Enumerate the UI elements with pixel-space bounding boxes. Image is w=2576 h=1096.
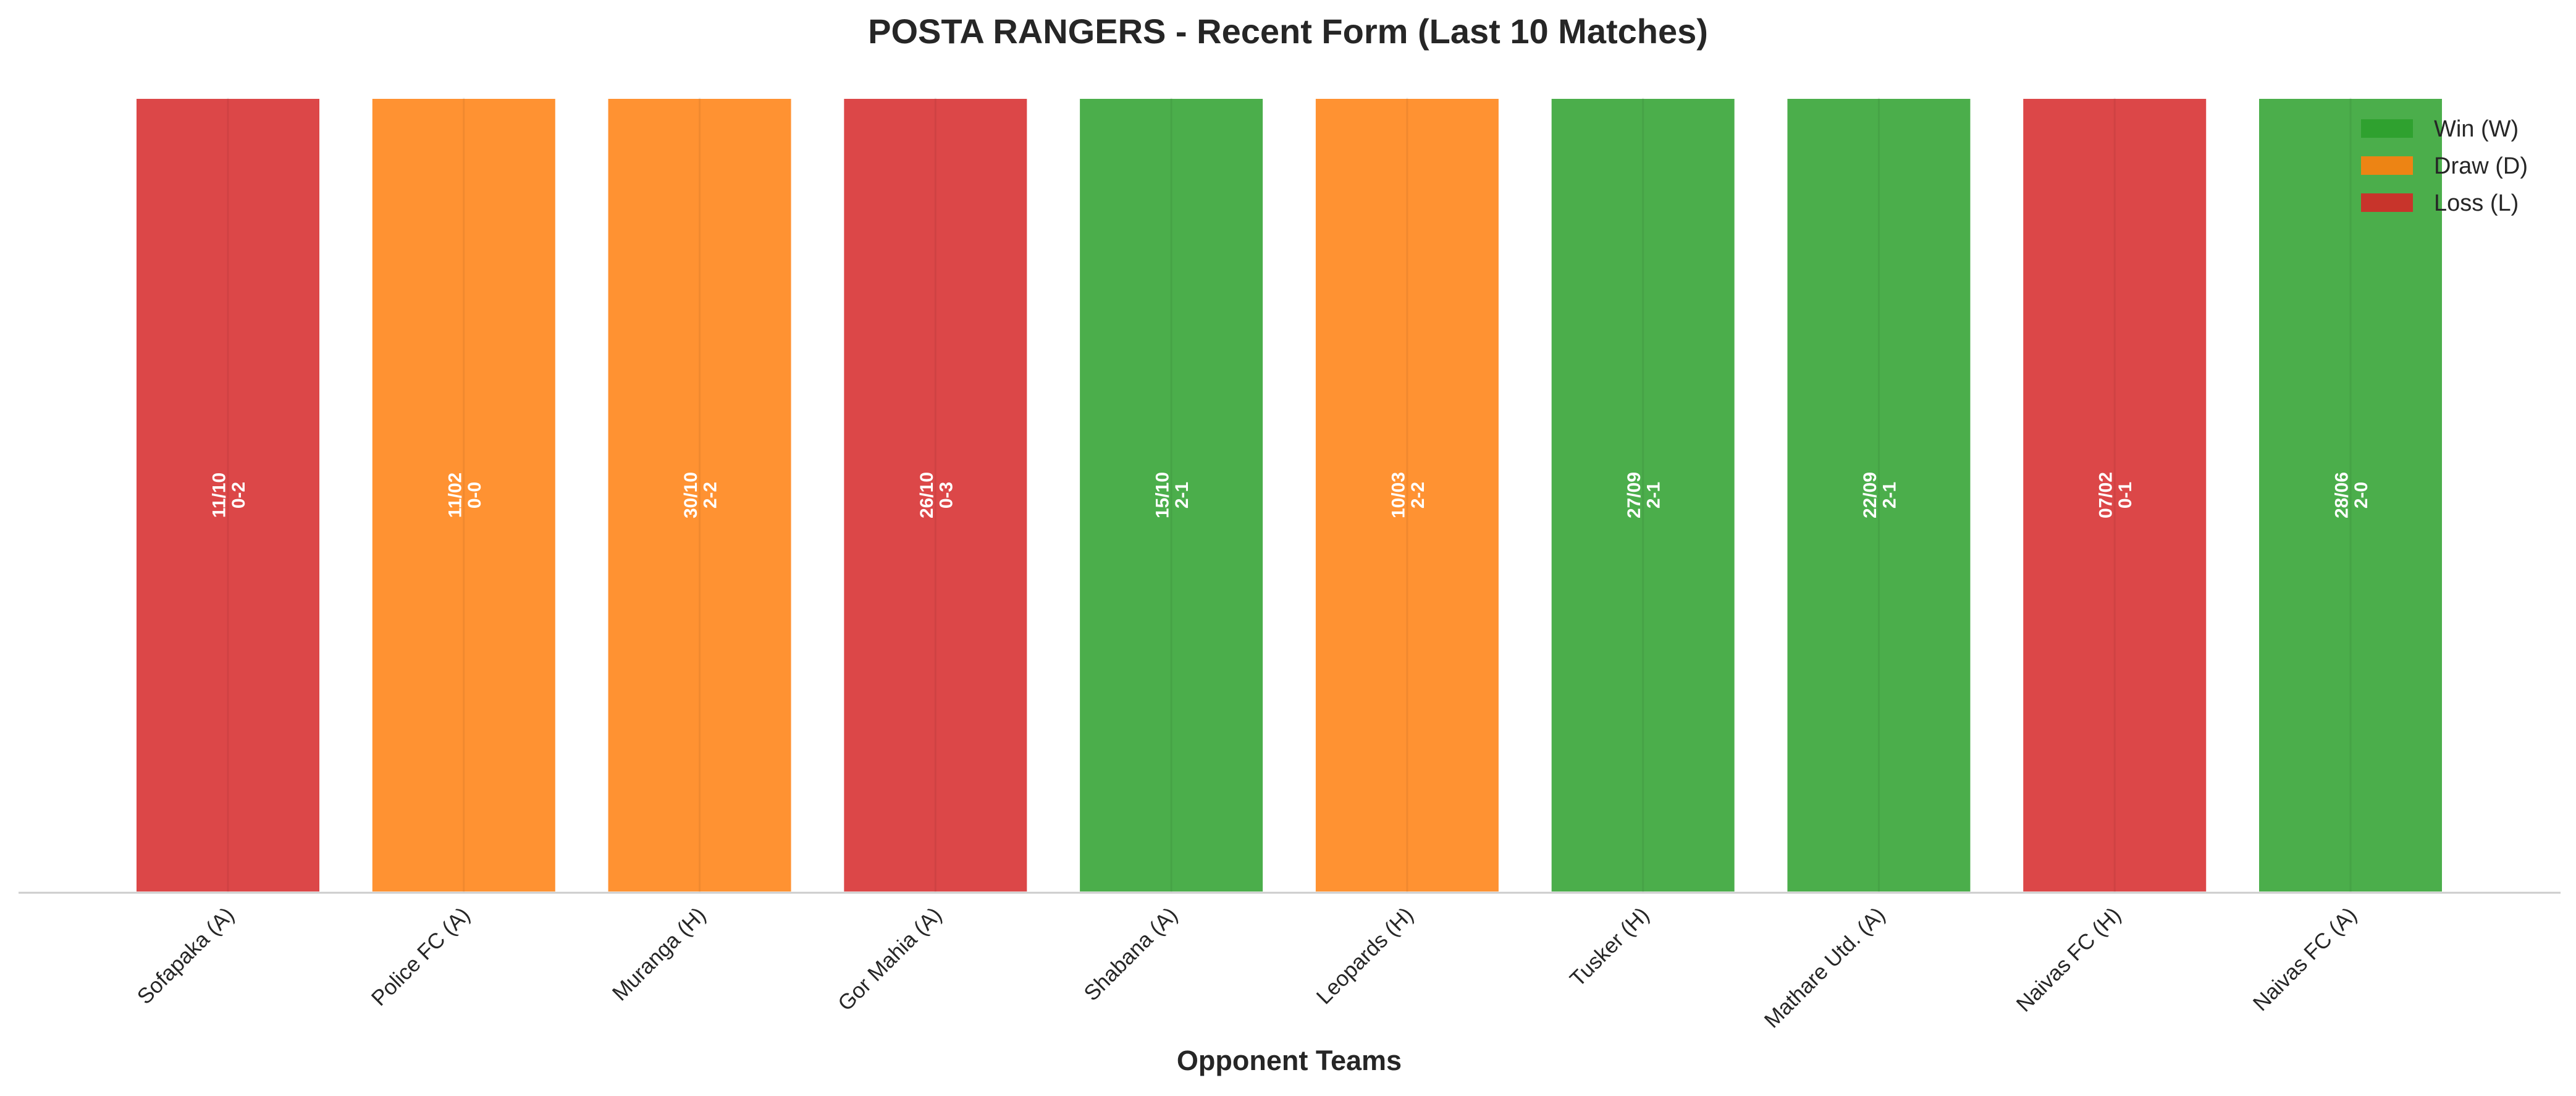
bar-data-label: 07/020-1 bbox=[2096, 472, 2136, 518]
bar-date-label: 15/10 bbox=[1153, 472, 1173, 518]
bar bbox=[2257, 96, 2444, 894]
legend-swatch bbox=[2361, 156, 2413, 175]
bar bbox=[369, 96, 558, 894]
x-tick-label: Police FC (A) bbox=[367, 903, 475, 1011]
bar-date-label: 26/10 bbox=[917, 472, 937, 518]
x-tick-label: Gor Mahia (A) bbox=[833, 903, 946, 1016]
bar-score-label: 2-1 bbox=[1644, 482, 1664, 508]
bar-date-label: 11/02 bbox=[445, 473, 465, 518]
x-tick-label: Naivas FC (H) bbox=[2012, 903, 2126, 1016]
bar-score-label: 2-1 bbox=[1879, 482, 1900, 508]
bar-date-label: 10/03 bbox=[1388, 472, 1408, 518]
bar-data-label: 11/100-2 bbox=[209, 473, 250, 518]
x-tick-label: Mathare Utd. (A) bbox=[1760, 903, 1890, 1033]
bar-score-label: 2-2 bbox=[701, 482, 721, 508]
bar bbox=[841, 96, 1030, 894]
bar bbox=[605, 96, 794, 894]
bar-score-label: 2-2 bbox=[1408, 482, 1428, 508]
x-tick-label: Naivas FC (A) bbox=[2249, 903, 2362, 1016]
x-tick-label: Muranga (H) bbox=[608, 903, 710, 1005]
legend-label: Win (W) bbox=[2434, 116, 2519, 142]
legend-label: Loss (L) bbox=[2434, 190, 2519, 216]
legend: Win (W) Draw (D) Loss (L) bbox=[2361, 116, 2528, 216]
bar-date-label: 07/02 bbox=[2096, 472, 2116, 518]
bar-data-label: 30/102-2 bbox=[681, 472, 721, 518]
bar-data-label: 28/062-0 bbox=[2332, 472, 2372, 518]
bar-score-label: 2-0 bbox=[2351, 482, 2372, 508]
bar-score-label: 0-3 bbox=[936, 482, 956, 508]
bar-data-label: 10/032-2 bbox=[1388, 472, 1428, 518]
bar-date-label: 30/10 bbox=[681, 472, 701, 518]
bar bbox=[1077, 96, 1266, 894]
bar-score-label: 0-1 bbox=[2115, 482, 2136, 508]
bar-data-label: 11/020-0 bbox=[445, 473, 485, 518]
bar bbox=[134, 96, 322, 894]
x-tick-labels: Sofapaka (A) Police FC (A) Muranga (H) Gor … bbox=[133, 903, 2362, 1033]
x-tick-label: Sofapaka (A) bbox=[133, 903, 239, 1009]
x-tick-label: Tusker (H) bbox=[1565, 903, 1654, 992]
bar-score-label: 0-0 bbox=[465, 482, 485, 508]
bar-score-label: 2-1 bbox=[1172, 482, 1192, 508]
bar-date-label: 27/09 bbox=[1624, 472, 1644, 518]
bars-layer: 11/100-2 11/020-0 30/102-2 26/100-3 15/102-1… bbox=[134, 96, 2444, 894]
legend-swatch bbox=[2361, 119, 2413, 138]
bar-date-label: 28/06 bbox=[2332, 472, 2352, 518]
bar-data-label: 15/102-1 bbox=[1153, 472, 1193, 518]
bar bbox=[1549, 96, 1737, 894]
bar-score-label: 0-2 bbox=[229, 482, 249, 508]
bar-data-label: 22/092-1 bbox=[1860, 472, 1900, 518]
x-axis-label: Opponent Teams bbox=[1177, 1045, 1402, 1076]
bar-date-label: 22/09 bbox=[1860, 472, 1880, 518]
bar bbox=[1313, 96, 1501, 894]
x-tick-label: Leopards (H) bbox=[1312, 903, 1418, 1009]
bar-date-label: 11/10 bbox=[209, 473, 230, 518]
x-tick-label: Shabana (A) bbox=[1079, 903, 1182, 1006]
bar-data-label: 27/092-1 bbox=[1624, 472, 1664, 518]
legend-label: Draw (D) bbox=[2434, 153, 2528, 179]
legend-swatch bbox=[2361, 193, 2413, 212]
chart-title: POSTA RANGERS - Recent Form (Last 10 Mat… bbox=[868, 12, 1708, 51]
bar-data-label: 26/100-3 bbox=[917, 472, 957, 518]
